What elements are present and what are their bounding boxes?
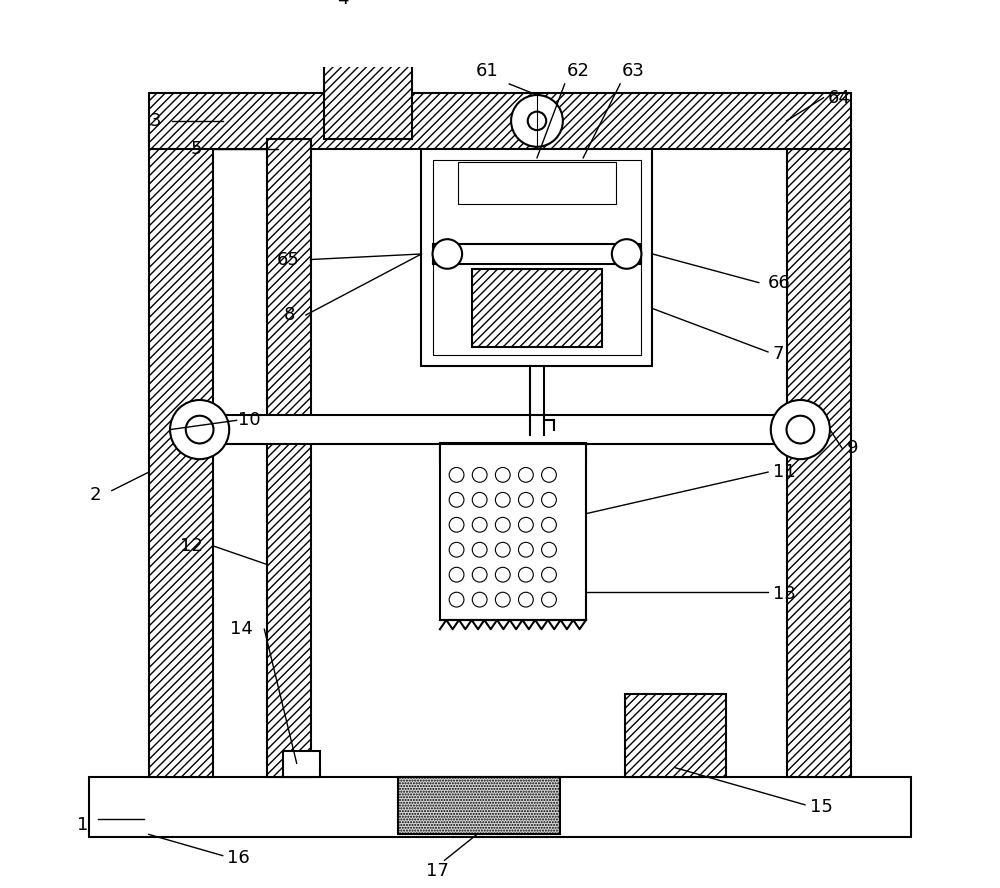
Circle shape <box>542 592 556 607</box>
Text: 63: 63 <box>622 62 645 80</box>
Circle shape <box>528 112 546 131</box>
Circle shape <box>472 493 487 507</box>
Circle shape <box>787 416 814 443</box>
Circle shape <box>472 592 487 607</box>
Text: 13: 13 <box>773 585 796 603</box>
Circle shape <box>495 543 510 557</box>
Bar <box>525 420 549 437</box>
Bar <box>149 93 851 148</box>
Circle shape <box>495 567 510 582</box>
Circle shape <box>518 493 533 507</box>
Text: 8: 8 <box>283 306 295 324</box>
Bar <box>440 444 586 620</box>
Circle shape <box>518 518 533 532</box>
Circle shape <box>495 518 510 532</box>
Circle shape <box>472 567 487 582</box>
Text: 4: 4 <box>337 0 349 8</box>
Circle shape <box>612 239 641 269</box>
Circle shape <box>518 543 533 557</box>
Bar <box>181 415 819 444</box>
Text: 1: 1 <box>77 816 89 834</box>
Bar <box>89 777 911 837</box>
Text: 15: 15 <box>810 797 832 816</box>
Text: 3: 3 <box>149 112 161 130</box>
Bar <box>625 694 726 777</box>
Bar <box>433 160 641 354</box>
Text: 14: 14 <box>230 620 253 638</box>
Text: 7: 7 <box>773 345 784 363</box>
Bar <box>398 777 560 835</box>
Circle shape <box>542 518 556 532</box>
Bar <box>283 751 320 777</box>
Bar <box>267 139 311 777</box>
Bar <box>458 163 616 204</box>
Circle shape <box>433 239 462 269</box>
Circle shape <box>518 567 533 582</box>
Bar <box>149 131 213 777</box>
Bar <box>421 148 652 366</box>
Text: 16: 16 <box>227 849 250 867</box>
Bar <box>440 442 586 461</box>
Text: 61: 61 <box>475 62 498 80</box>
Circle shape <box>542 493 556 507</box>
Circle shape <box>771 400 830 459</box>
Text: 66: 66 <box>768 274 791 291</box>
Bar <box>472 269 602 347</box>
Circle shape <box>449 592 464 607</box>
Bar <box>787 131 851 777</box>
Circle shape <box>542 567 556 582</box>
Bar <box>433 244 641 264</box>
Text: 65: 65 <box>277 250 299 268</box>
Circle shape <box>472 518 487 532</box>
Text: 17: 17 <box>426 862 449 880</box>
Text: 9: 9 <box>847 439 858 457</box>
Circle shape <box>518 467 533 482</box>
Circle shape <box>472 467 487 482</box>
Circle shape <box>495 493 510 507</box>
Circle shape <box>495 467 510 482</box>
Text: 2: 2 <box>89 487 101 504</box>
Circle shape <box>542 467 556 482</box>
Circle shape <box>542 543 556 557</box>
Circle shape <box>511 95 563 147</box>
Circle shape <box>170 400 229 459</box>
Text: 62: 62 <box>567 62 589 80</box>
Circle shape <box>518 592 533 607</box>
Text: 64: 64 <box>828 89 851 107</box>
Circle shape <box>449 518 464 532</box>
Circle shape <box>472 543 487 557</box>
Circle shape <box>449 567 464 582</box>
Circle shape <box>186 416 213 443</box>
Circle shape <box>449 543 464 557</box>
Circle shape <box>449 467 464 482</box>
Polygon shape <box>329 37 408 66</box>
Circle shape <box>495 592 510 607</box>
Text: 5: 5 <box>191 139 202 157</box>
Bar <box>324 66 412 139</box>
Circle shape <box>449 493 464 507</box>
Text: 12: 12 <box>180 537 202 555</box>
Text: 11: 11 <box>773 464 795 481</box>
Text: 10: 10 <box>238 411 261 429</box>
